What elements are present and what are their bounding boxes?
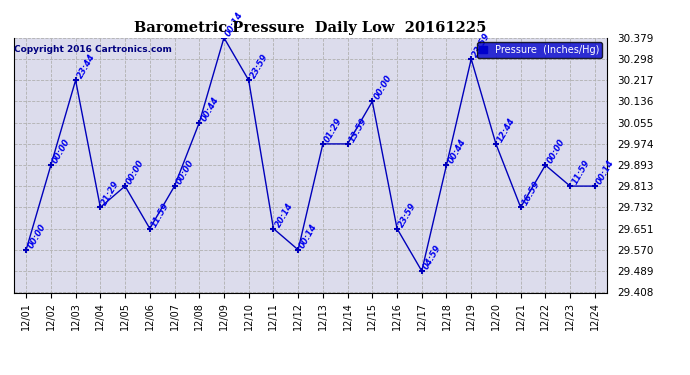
Text: 11:59: 11:59 bbox=[150, 201, 171, 228]
Text: 00:44: 00:44 bbox=[446, 137, 468, 165]
Text: 23:44: 23:44 bbox=[76, 53, 97, 80]
Text: 00:00: 00:00 bbox=[175, 158, 196, 186]
Text: 23:59: 23:59 bbox=[248, 53, 270, 80]
Text: 20:14: 20:14 bbox=[273, 201, 295, 228]
Text: 21:29: 21:29 bbox=[100, 180, 121, 207]
Text: 11:59: 11:59 bbox=[570, 158, 591, 186]
Text: 12:44: 12:44 bbox=[496, 116, 518, 144]
Legend: Pressure  (Inches/Hg): Pressure (Inches/Hg) bbox=[477, 42, 602, 58]
Text: 23:59: 23:59 bbox=[397, 201, 418, 228]
Text: 01:29: 01:29 bbox=[323, 116, 344, 144]
Text: 00:00: 00:00 bbox=[26, 222, 48, 250]
Text: 00:00: 00:00 bbox=[125, 158, 146, 186]
Text: 00:14: 00:14 bbox=[595, 158, 616, 186]
Text: 00:14: 00:14 bbox=[224, 10, 245, 38]
Text: 23:59: 23:59 bbox=[471, 31, 493, 59]
Text: 13:59: 13:59 bbox=[348, 116, 369, 144]
Text: 16:59: 16:59 bbox=[521, 180, 542, 207]
Text: 00:00: 00:00 bbox=[373, 74, 393, 102]
Text: 00:00: 00:00 bbox=[51, 137, 72, 165]
Title: Barometric Pressure  Daily Low  20161225: Barometric Pressure Daily Low 20161225 bbox=[135, 21, 486, 35]
Text: 00:44: 00:44 bbox=[199, 95, 221, 123]
Text: 00:14: 00:14 bbox=[298, 222, 319, 250]
Text: 00:00: 00:00 bbox=[545, 137, 566, 165]
Text: Copyright 2016 Cartronics.com: Copyright 2016 Cartronics.com bbox=[14, 45, 172, 54]
Text: 04:59: 04:59 bbox=[422, 243, 443, 271]
